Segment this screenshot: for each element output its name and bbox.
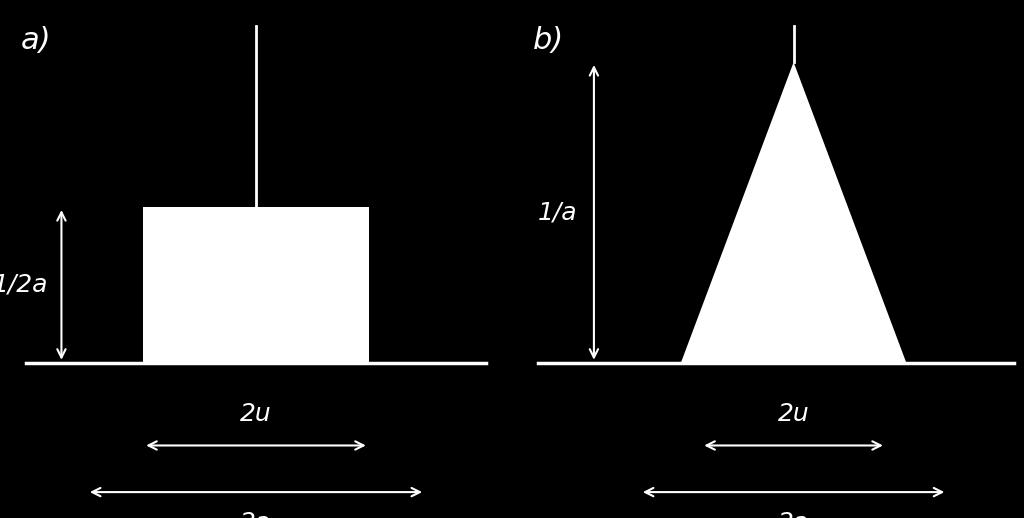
Text: 2u: 2u — [777, 402, 810, 426]
Text: 2a: 2a — [241, 511, 271, 518]
Text: 1/2a: 1/2a — [0, 273, 48, 297]
Text: 2a: 2a — [778, 511, 809, 518]
Text: 1/a: 1/a — [539, 200, 578, 224]
Text: 2u: 2u — [240, 402, 272, 426]
Text: b): b) — [532, 26, 564, 55]
Bar — [143, 207, 369, 363]
Polygon shape — [681, 62, 906, 363]
Text: a): a) — [20, 26, 51, 55]
